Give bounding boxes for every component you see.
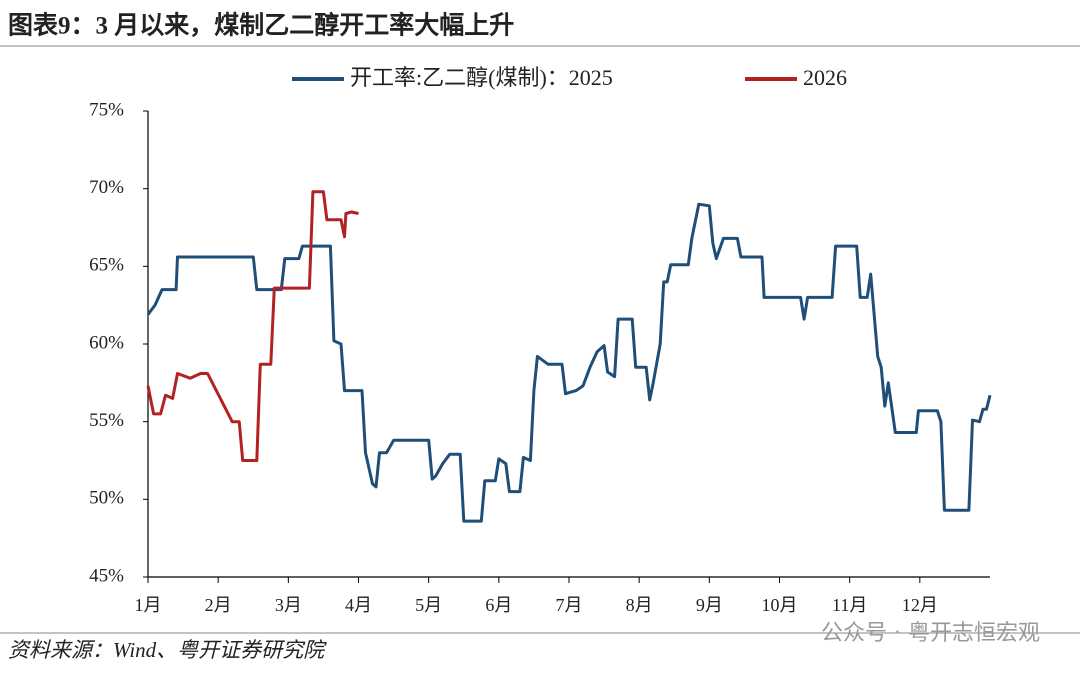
chart-title: 图表9：3 月以来，煤制乙二醇开工率大幅上升	[8, 11, 514, 40]
legend-label: 开工率:乙二醇(煤制)：2025	[350, 65, 613, 90]
x-tick-label: 12月	[902, 595, 938, 615]
y-tick-label: 55%	[89, 410, 124, 431]
x-tick-label: 9月	[696, 595, 723, 615]
x-tick-label: 2月	[205, 595, 232, 615]
x-tick-label: 6月	[485, 595, 512, 615]
source: 资料来源：Wind、粤开证券研究院	[8, 638, 327, 662]
legend-label: 2026	[803, 65, 847, 90]
y-tick-label: 60%	[89, 332, 124, 353]
y-tick-label: 45%	[89, 565, 124, 586]
watermark: 公众号 · 粤开志恒宏观	[821, 621, 1040, 646]
x-tick-label: 7月	[556, 595, 583, 615]
x-tick-label: 11月	[832, 595, 867, 615]
line-series	[146, 190, 359, 462]
y-tick-label: 75%	[89, 99, 124, 120]
y-tick-label: 65%	[89, 255, 124, 276]
x-tick-label: 3月	[275, 595, 302, 615]
x-tick-label: 1月	[135, 595, 162, 615]
y-tick-label: 50%	[89, 488, 124, 509]
y-tick-label: 70%	[89, 177, 124, 198]
x-tick-label: 5月	[415, 595, 442, 615]
x-tick-label: 8月	[626, 595, 653, 615]
x-tick-label: 4月	[345, 595, 372, 615]
line-series	[146, 202, 992, 523]
x-tick-label: 10月	[762, 595, 798, 615]
